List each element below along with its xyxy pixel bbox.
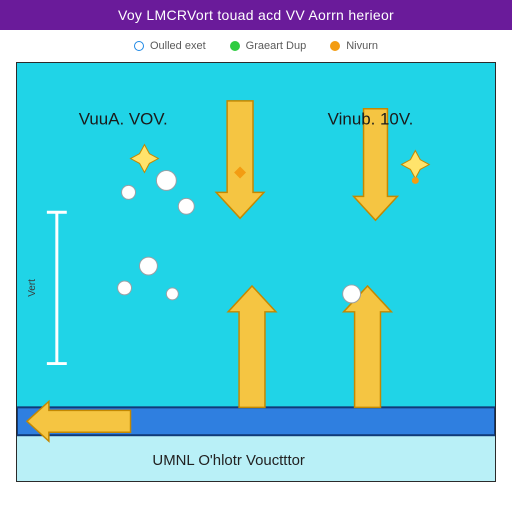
- bubble-4-icon: [139, 257, 157, 275]
- legend-dot-3: [330, 41, 340, 51]
- diagram-svg: Vert VuuA. VOV. Vinub. 10V. UMNL O'hlotr Vo…: [17, 63, 495, 481]
- bubble-7-icon: [343, 285, 361, 303]
- bottom-label: UMNL O'hlotr Vouctttor: [152, 452, 304, 469]
- bubble-6-icon: [166, 288, 178, 300]
- bubble-5-icon: [118, 281, 132, 295]
- title-bar: Voy LMCRVort touad acd VV Aorrn herieor: [0, 0, 512, 30]
- bubble-1-icon: [122, 185, 136, 199]
- right-top-label: Vinub. 10V.: [328, 110, 414, 129]
- diagram-frame: Vert VuuA. VOV. Vinub. 10V. UMNL O'hlotr Vo…: [16, 62, 496, 482]
- legend-dot-1: [134, 41, 144, 51]
- legend: Oulled exet Graeart Dup Nivurn: [0, 30, 512, 62]
- bubble-3-icon: [178, 198, 194, 214]
- left-top-label: VuuA. VOV.: [79, 110, 168, 129]
- legend-label-1: Oulled exet: [150, 40, 206, 52]
- legend-item-2: Graeart Dup: [230, 40, 307, 52]
- page-title: Voy LMCRVort touad acd VV Aorrn herieor: [118, 7, 394, 23]
- legend-item-3: Nivurn: [330, 40, 378, 52]
- scale-bar-label: Vert: [27, 279, 38, 297]
- accent-marker-2-icon: [412, 177, 419, 184]
- legend-dot-2: [230, 41, 240, 51]
- legend-label-3: Nivurn: [346, 40, 378, 52]
- legend-item-1: Oulled exet: [134, 40, 206, 52]
- bubble-2-icon: [156, 170, 176, 190]
- legend-label-2: Graeart Dup: [246, 40, 307, 52]
